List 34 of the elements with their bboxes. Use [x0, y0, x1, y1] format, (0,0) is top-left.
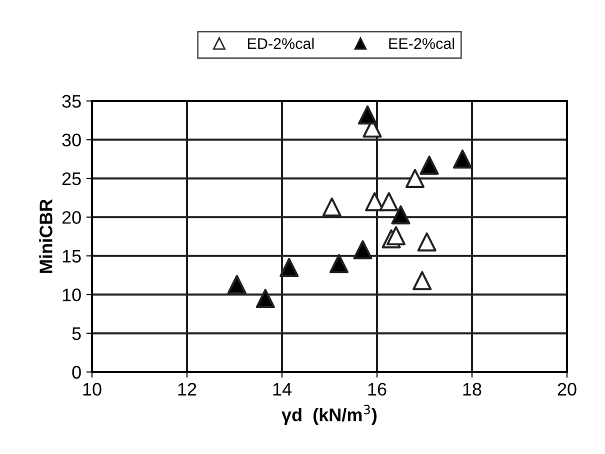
y-tick-label: 15	[62, 250, 81, 263]
x-tick-label: 10	[83, 382, 102, 396]
point	[391, 205, 410, 224]
point	[405, 168, 425, 188]
point	[227, 274, 246, 294]
x-tick-label: 18	[463, 382, 482, 396]
y-tick-label: 20	[62, 211, 81, 224]
point	[353, 240, 372, 260]
point	[417, 232, 436, 252]
legend-label: EE-2%cal	[389, 38, 454, 49]
point	[420, 156, 439, 175]
point	[379, 192, 398, 212]
y-tick-label: 10	[62, 288, 81, 302]
point	[280, 258, 299, 278]
point	[329, 254, 349, 274]
x-axis-title: γd (kN/m$^{3}$)	[282, 404, 377, 425]
point	[322, 198, 342, 217]
point	[412, 271, 432, 290]
point	[452, 150, 472, 169]
y-tick-label: 35	[62, 94, 81, 108]
y-tick-label: 0	[72, 366, 81, 379]
point	[358, 105, 378, 124]
point	[386, 226, 406, 246]
y-axis-title: MiniCBR	[39, 199, 52, 273]
y-tick-label: 5	[72, 327, 81, 340]
x-tick-label: 20	[558, 382, 576, 396]
y-tick-label: 25	[62, 172, 81, 186]
x-tick-label: 12	[178, 382, 196, 396]
y-tick-label: 30	[62, 134, 81, 146]
point	[365, 192, 384, 212]
point	[256, 288, 275, 308]
x-tick-label: 14	[273, 383, 292, 396]
x-tick-label: 16	[368, 382, 386, 396]
legend-label: ED-2%cal	[248, 38, 314, 49]
